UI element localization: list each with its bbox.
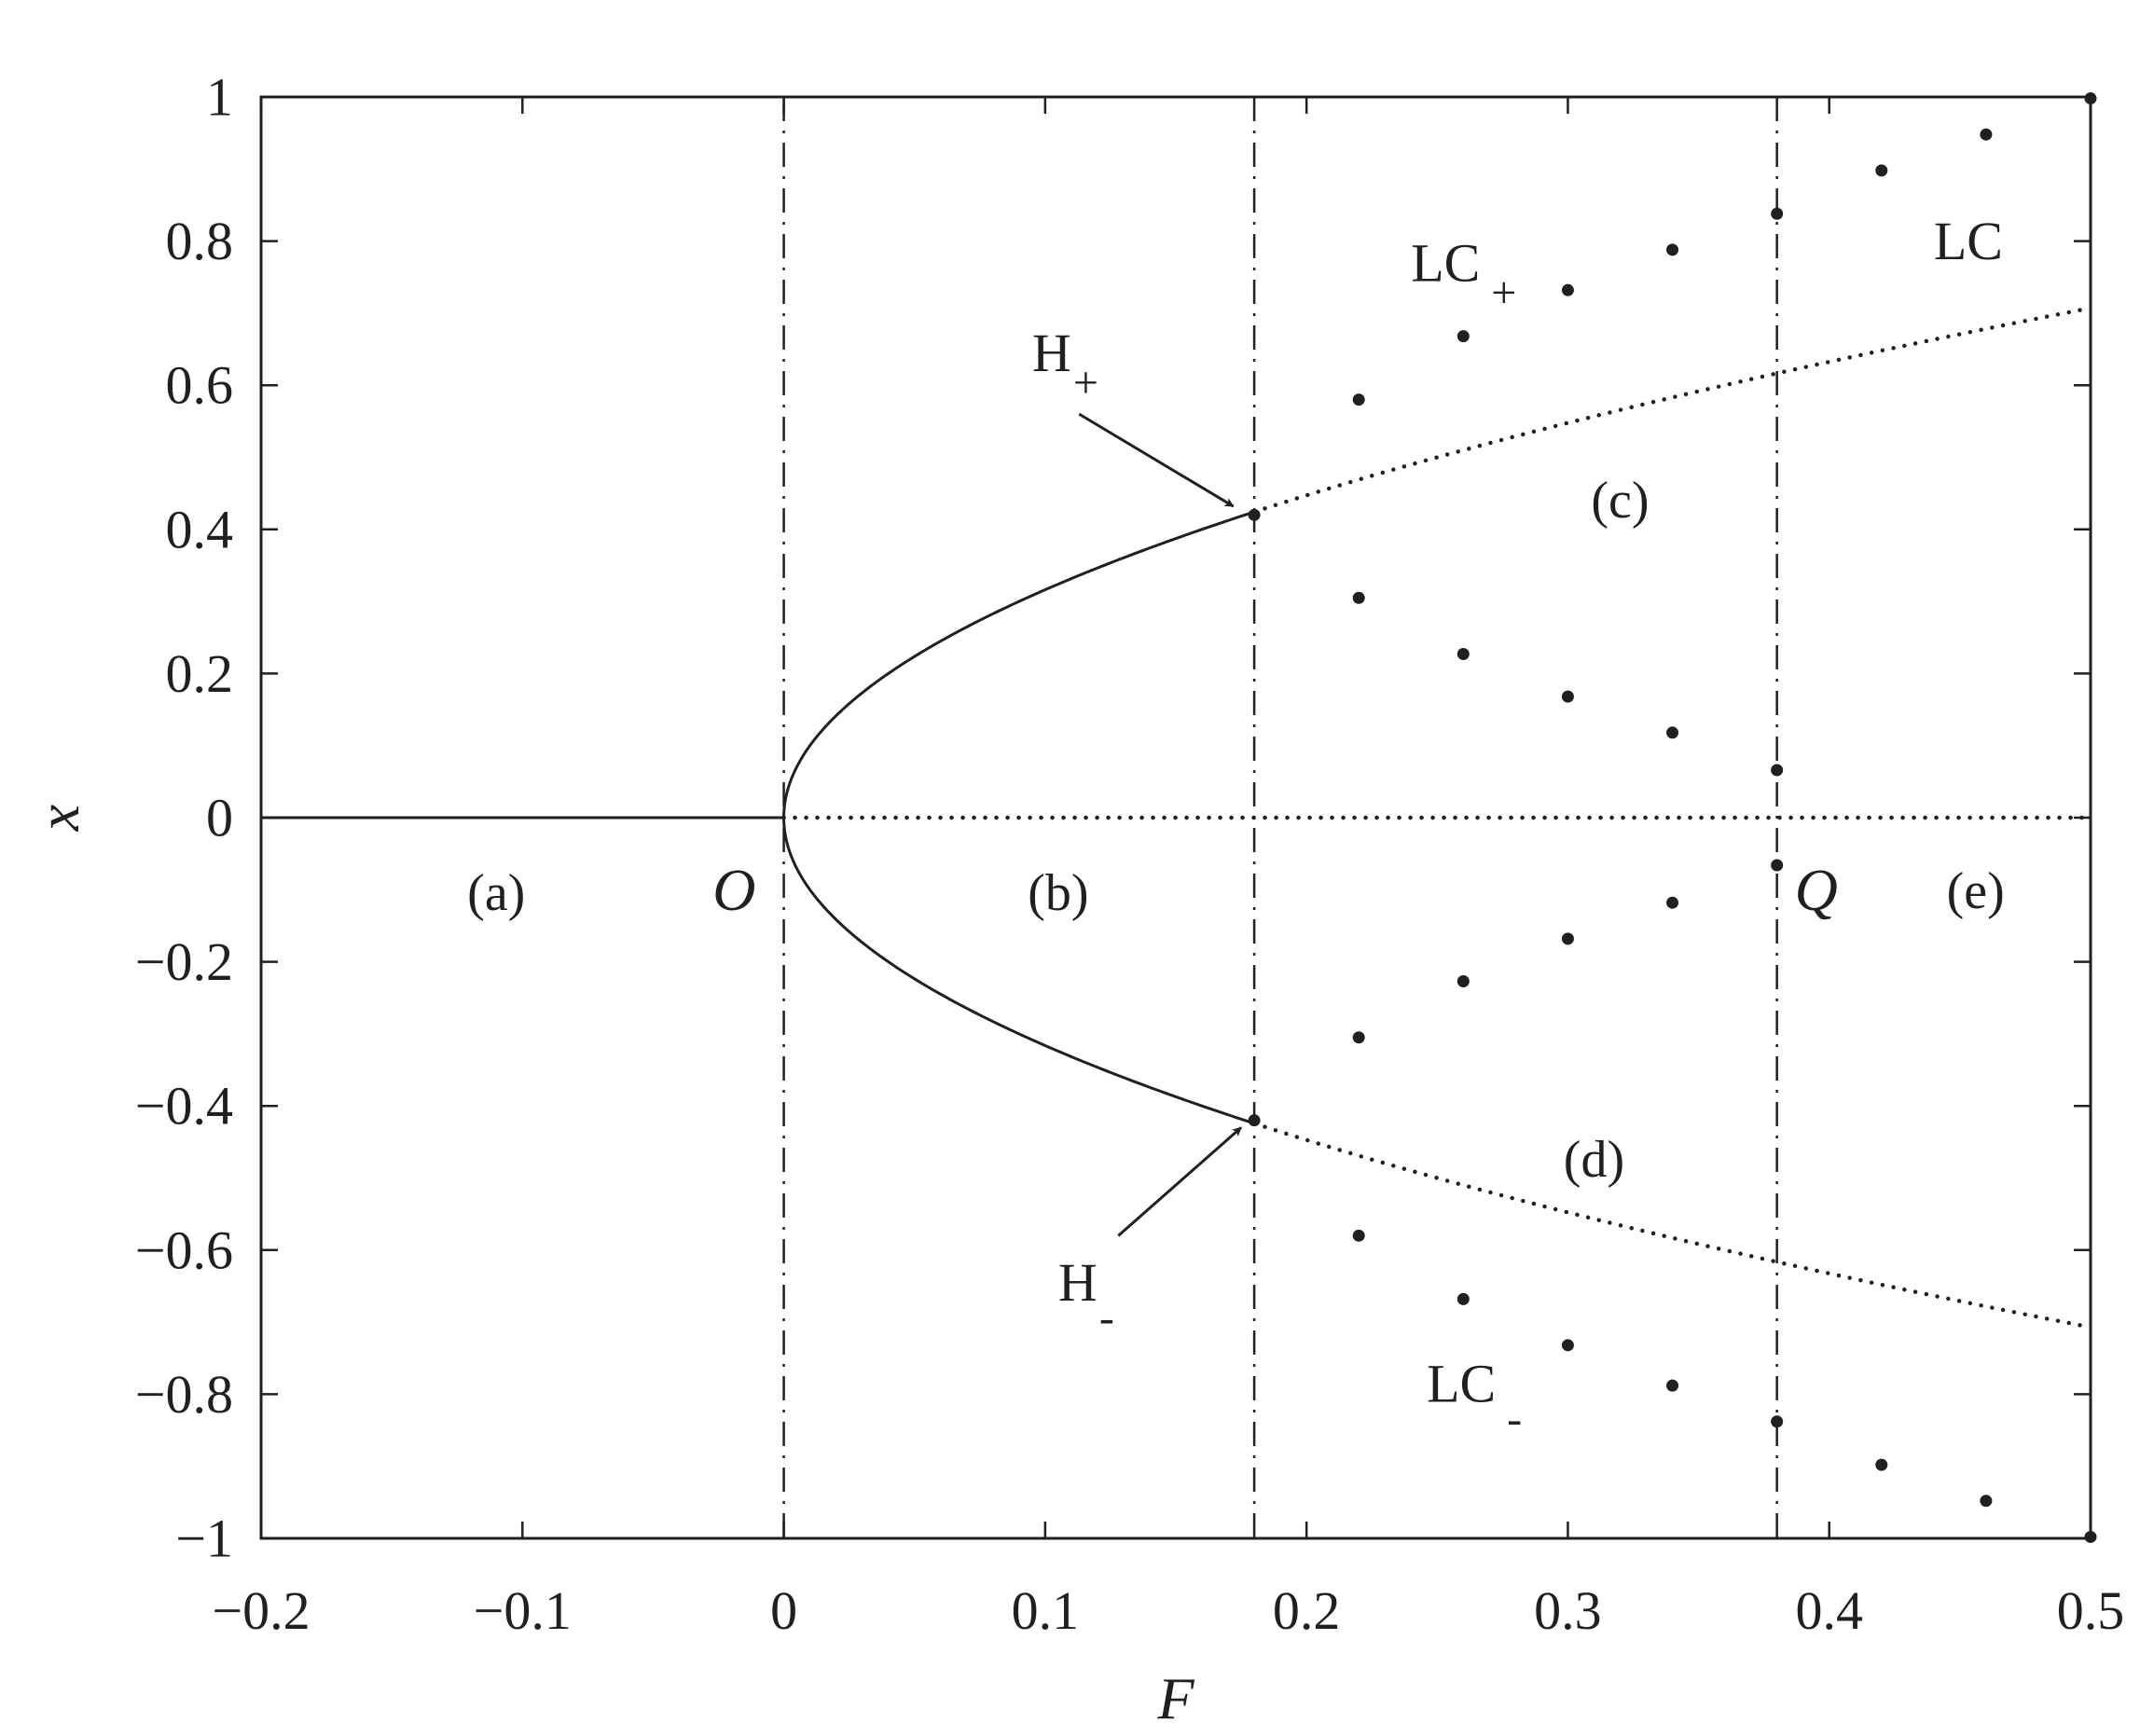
region-label: (d) [1564, 1131, 1624, 1189]
limit-cycle-point [1561, 690, 1574, 703]
region-label: (e) [1947, 862, 2005, 920]
points-layer [1248, 92, 2097, 1543]
ticks-layer [259, 95, 2092, 1540]
y-tick-label: 1 [206, 67, 233, 128]
annotation-label: LC [1934, 211, 2003, 271]
x-tick-label: 0.2 [1273, 1580, 1341, 1641]
x-tick-label: 0 [770, 1580, 797, 1641]
annotation-subscript: + [1073, 358, 1098, 407]
limit-cycle-point [1980, 128, 1993, 141]
region-label: (c) [1591, 472, 1649, 530]
limit-cycle-point [1875, 1458, 1888, 1471]
region-label: (b) [1028, 864, 1088, 922]
limit-cycle-point [1457, 648, 1470, 661]
limit-cycle-point [1771, 207, 1784, 220]
annotation-subscript: - [1507, 1394, 1522, 1443]
y-tick-label: −0.6 [135, 1219, 233, 1280]
annotation-subscript: + [1491, 268, 1516, 317]
annotation: LC- [1427, 1353, 1522, 1443]
labels-layer: (a) (b) (c) (d) (e) O Q [467, 472, 2005, 1189]
x-tick-labels: −0.2 −0.1 0 0.1 0.2 0.3 0.4 0.5 [212, 1580, 2124, 1641]
y-tick-label: 0.4 [166, 499, 234, 559]
limit-cycle-point [1561, 283, 1574, 296]
x-axis-title: F [1156, 1665, 1194, 1731]
limit-cycle-point [1875, 164, 1888, 177]
hopf-point [1248, 508, 1261, 521]
y-tick-label: −0.2 [135, 931, 233, 992]
hopf-point [1248, 1114, 1261, 1127]
limit-cycle-point [1980, 1495, 1993, 1508]
point-label: Q [1795, 857, 1838, 923]
y-tick-label: 0.2 [166, 643, 234, 704]
limit-cycle-point [1352, 393, 1365, 406]
limit-cycle-point [1666, 243, 1679, 256]
annotation-subscript: - [1099, 1293, 1114, 1343]
limit-cycle-point [1771, 764, 1784, 777]
x-tick-label: −0.2 [212, 1580, 310, 1641]
x-tick-label: −0.1 [474, 1580, 572, 1641]
annotation: LC + [1411, 232, 1516, 317]
vertical-lines-layer [782, 97, 1778, 1538]
limit-cycle-point [1666, 896, 1679, 909]
y-tick-label: −0.8 [135, 1364, 233, 1425]
annotation-label: LC [1411, 232, 1480, 293]
point-label: O [712, 857, 755, 923]
y-tick-label: 0.6 [166, 355, 234, 416]
limit-cycle-point [1457, 330, 1470, 343]
limit-cycle-point [1352, 1031, 1365, 1044]
x-tick-label: 0.4 [1795, 1580, 1863, 1641]
limit-cycle-point [1457, 1292, 1470, 1305]
x-tick-label: 0.3 [1534, 1580, 1602, 1641]
limit-cycle-point [1561, 1339, 1574, 1352]
limit-cycle-point [1666, 1379, 1679, 1392]
annotation-label: LC [1427, 1353, 1496, 1413]
y-tick-label: 0 [206, 788, 233, 848]
annotation-arrow [1078, 412, 1235, 508]
y-axis-title: x [25, 805, 91, 832]
curve-unstable-lower [1251, 1121, 2093, 1330]
limit-cycle-point [1561, 932, 1574, 945]
annotations-layer: H +H-LC +LC-LC [1032, 211, 2003, 1443]
x-tick-label: 0.1 [1012, 1580, 1080, 1641]
curve-stable-lower [782, 817, 1255, 1125]
annotation-label: H [1058, 1252, 1098, 1313]
y-tick-label: −0.4 [135, 1076, 233, 1137]
limit-cycle-point [1771, 859, 1784, 872]
annotation: H + [1032, 323, 1235, 508]
limit-cycle-point [1352, 591, 1365, 604]
y-tick-label: −1 [175, 1509, 233, 1569]
limit-cycle-point [1666, 726, 1679, 739]
limit-cycle-point [1771, 1415, 1784, 1428]
annotation-arrow [1117, 1126, 1243, 1237]
limit-cycle-point [1352, 1229, 1365, 1242]
y-tick-label: 0.8 [166, 211, 234, 271]
y-tick-labels: 1 0.8 0.6 0.4 0.2 0 −0.2 −0.4 −0.6 −0.8 −1 [135, 67, 233, 1569]
annotation: H- [1058, 1126, 1243, 1343]
annotation-label: H [1032, 323, 1071, 383]
curves-layer [261, 306, 2093, 1330]
region-label: (a) [467, 864, 525, 922]
x-tick-label: 0.5 [2057, 1580, 2125, 1641]
limit-cycle-point [1457, 974, 1470, 987]
annotation: LC [1934, 211, 2003, 271]
curve-stable-upper [782, 510, 1255, 819]
curve-unstable-upper [1251, 306, 2093, 515]
